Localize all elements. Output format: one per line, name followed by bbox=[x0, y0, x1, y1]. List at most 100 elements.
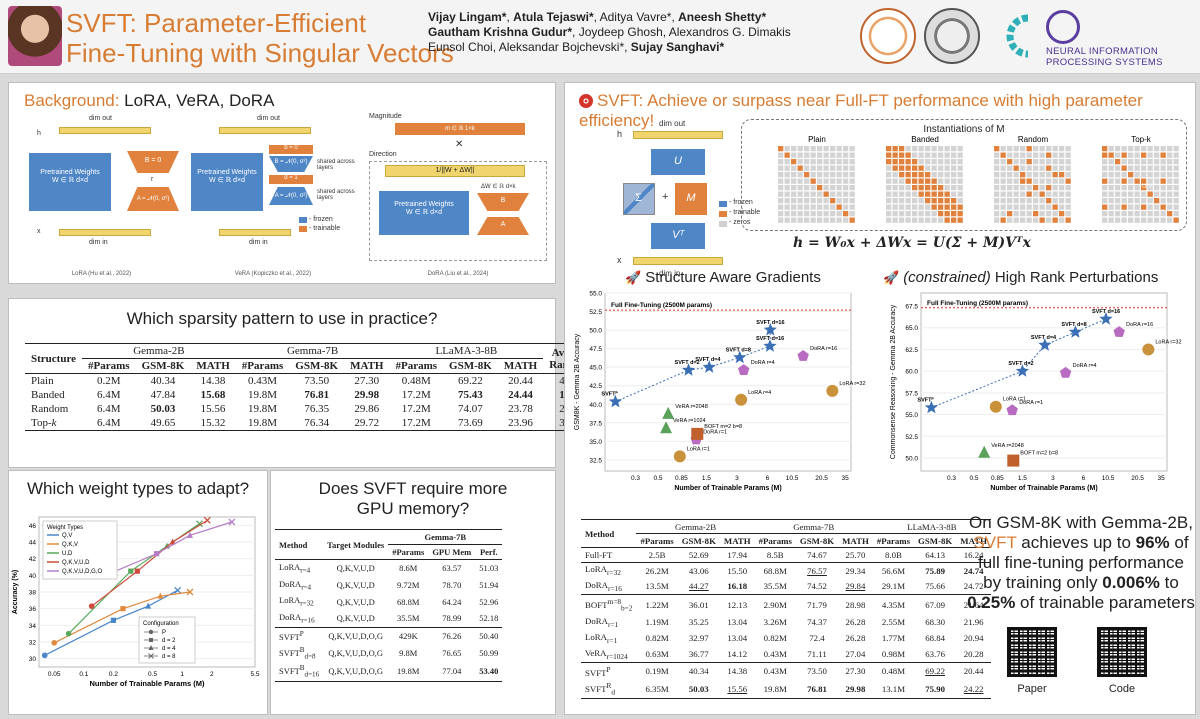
left-chart-title: 🚀 Structure Aware Gradients bbox=[625, 269, 821, 286]
point-label: LoRA r=32 bbox=[839, 381, 865, 387]
results-method: LoRAr=1 bbox=[585, 631, 618, 645]
pattern-cell bbox=[1052, 185, 1058, 191]
pattern-cell bbox=[1134, 185, 1140, 191]
neurips-line-1: NEURAL INFORMATION bbox=[1046, 46, 1159, 57]
pattern-cell bbox=[1059, 204, 1065, 210]
results-cell: 0.48M bbox=[872, 662, 915, 680]
results-cell: 4.35M bbox=[872, 594, 915, 615]
gpu-title-line-2: GPU memory? bbox=[356, 499, 470, 518]
pattern-cell bbox=[886, 204, 892, 210]
pattern-cell bbox=[810, 217, 816, 223]
pattern-cell bbox=[886, 172, 892, 178]
pattern-cell bbox=[1115, 185, 1121, 191]
pattern-cell bbox=[899, 204, 905, 210]
pattern-cell bbox=[892, 211, 898, 217]
gpu-modules-header: Target Modules bbox=[323, 529, 389, 560]
sub-header: GSM-8K bbox=[681, 535, 716, 546]
sparsity-cell: 19.8M bbox=[248, 403, 278, 415]
pattern-cell bbox=[892, 198, 898, 204]
pattern-cell bbox=[1007, 217, 1013, 223]
svft-dimout: dim out bbox=[659, 119, 686, 128]
pattern-cell bbox=[899, 217, 905, 223]
main-title-text: SVFT: Achieve or surpass near Full-FT pe… bbox=[579, 91, 1143, 130]
pattern-cell bbox=[892, 185, 898, 191]
pattern-cell bbox=[994, 211, 1000, 217]
pattern-cell bbox=[931, 172, 937, 178]
series-line bbox=[91, 519, 208, 607]
pattern-cell bbox=[1046, 178, 1052, 184]
pattern-cell bbox=[1154, 152, 1160, 158]
results-row: DoRAr=16 13.5M 44.27 16.18 35.5M 74.52 29.84 29… bbox=[581, 579, 991, 595]
gpu-mem: 78.70 bbox=[442, 580, 462, 591]
pattern-cell bbox=[1052, 159, 1058, 165]
pattern-cell bbox=[1052, 152, 1058, 158]
pattern-cell bbox=[849, 178, 855, 184]
y-tick-label: 32.5 bbox=[589, 457, 602, 464]
pattern-cell bbox=[843, 172, 849, 178]
pattern-cell bbox=[1046, 172, 1052, 178]
sub-header: #Params bbox=[88, 360, 130, 372]
pattern-cell bbox=[957, 217, 963, 223]
pattern-cell bbox=[951, 211, 957, 217]
pattern-cell bbox=[830, 165, 836, 171]
pattern-cell bbox=[938, 172, 944, 178]
sparsity-patterns: Plain Banded Random Top-k U·Vᵀ bbox=[778, 136, 1179, 223]
point-label: SVFT d=16 bbox=[756, 320, 784, 326]
pattern-cell bbox=[778, 159, 784, 165]
svft-star-point bbox=[702, 360, 716, 373]
gpu-title-line-1: Does SVFT require more bbox=[318, 479, 508, 498]
results-cell: 16.18 bbox=[727, 581, 748, 592]
pattern-cell bbox=[918, 185, 924, 191]
x-tick-label: 0.05 bbox=[48, 671, 61, 678]
gpu-modules: Q,K,V,U,D bbox=[323, 558, 389, 577]
pattern-cell bbox=[1108, 172, 1114, 178]
vera-triangle-point bbox=[662, 406, 675, 419]
sub-header: MATH bbox=[196, 360, 230, 372]
weight-types-legend: Weight Types Q,V Q,K,V U,D Q,K,V,U,D Q,K,V,U,… bbox=[42, 520, 118, 580]
sparsity-row: Top-k 6.4M 49.65 15.32 19.8M 76.34 29.72 17.2M 7… bbox=[25, 416, 581, 431]
code-qr-code[interactable] bbox=[1097, 627, 1147, 677]
pattern-cell bbox=[892, 172, 898, 178]
pattern-cell bbox=[1154, 185, 1160, 191]
author-name: , Aditya Vavre*, bbox=[593, 10, 679, 24]
pattern-cell bbox=[1065, 185, 1071, 191]
pattern-cell bbox=[1013, 152, 1019, 158]
pattern-cell bbox=[1102, 152, 1108, 158]
sub-header: GSM-8K bbox=[918, 535, 953, 546]
pattern-cell bbox=[1128, 217, 1134, 223]
pattern-cell bbox=[918, 198, 924, 204]
pattern-cell bbox=[912, 185, 918, 191]
pattern-cell bbox=[836, 204, 842, 210]
pattern-cell bbox=[938, 159, 944, 165]
pattern-cell bbox=[843, 178, 849, 184]
dora-norm: 1/||W + ΔW|| bbox=[385, 165, 525, 177]
gpu-model-header: Gemma-7B bbox=[388, 529, 503, 545]
results-cell: 27.04 bbox=[845, 649, 866, 660]
pattern-cell bbox=[1039, 198, 1045, 204]
svft-star-point bbox=[608, 394, 623, 408]
pattern-cell bbox=[1039, 217, 1045, 223]
pattern-cell bbox=[1007, 172, 1013, 178]
dora-magnitude-label: Magnitude bbox=[369, 113, 402, 120]
pattern-cell bbox=[791, 152, 797, 158]
pattern-cell bbox=[1173, 165, 1179, 171]
pattern-cell bbox=[1020, 178, 1026, 184]
results-cell: 2.5B bbox=[636, 547, 678, 563]
pattern-cell bbox=[1173, 185, 1179, 191]
pattern-cell bbox=[1000, 198, 1006, 204]
pattern-cell bbox=[1046, 152, 1052, 158]
weight-types-title: Which weight types to adapt? bbox=[26, 479, 250, 498]
point-label: SVFT d=16 bbox=[1092, 309, 1120, 315]
pattern-cell bbox=[1121, 152, 1127, 158]
gpu-row: SVFTBd=16 Q,K,V,U,D,O,G 19.8M 77.04 53.40 bbox=[275, 662, 503, 682]
y-tick-label: 65.0 bbox=[905, 325, 918, 332]
boft-square-point bbox=[691, 427, 704, 440]
sparsity-cell: 76.81 bbox=[304, 389, 330, 401]
pattern-cell bbox=[931, 211, 937, 217]
pattern-cell bbox=[1128, 178, 1134, 184]
pattern-cell bbox=[830, 178, 836, 184]
gpu-row: LoRAr=32 Q,K,V,U,D 68.8M 64.24 52.96 bbox=[275, 593, 502, 610]
pattern-cell bbox=[836, 198, 842, 204]
paper-qr-code[interactable] bbox=[1007, 627, 1057, 677]
y-tick-label: 35.0 bbox=[589, 439, 602, 446]
